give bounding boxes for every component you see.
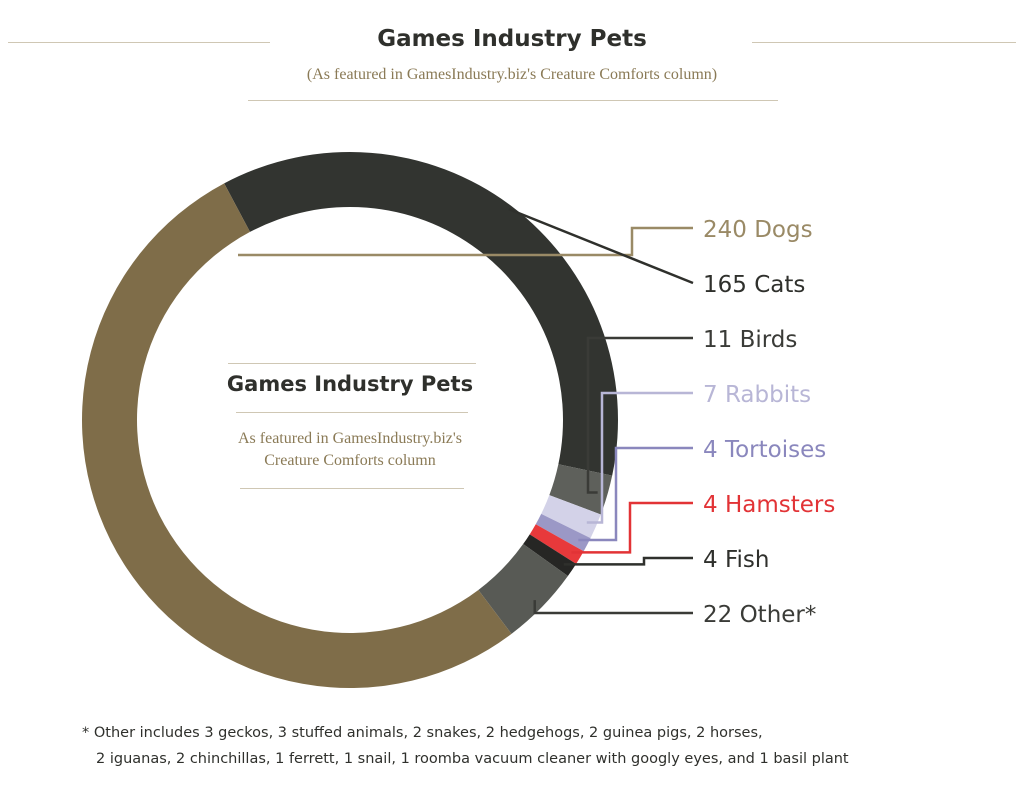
slice-other <box>478 544 568 634</box>
leader-line <box>586 391 693 524</box>
slice-birds <box>549 464 613 515</box>
legend-label: 4 Tortoises <box>703 437 826 463</box>
legend-label: 4 Fish <box>703 547 769 573</box>
center-title: Games Industry Pets <box>226 372 474 396</box>
leader-line <box>508 207 694 285</box>
leader-line <box>238 226 693 257</box>
legend-label: 11 Birds <box>703 327 797 353</box>
leader-line <box>533 600 693 615</box>
slice-rabbits <box>541 495 601 539</box>
leader-line <box>578 446 693 542</box>
center-subtitle: As featured in GamesIndustry.biz's Creat… <box>190 428 510 472</box>
slice-fish <box>523 534 577 577</box>
chart-title: Games Industry Pets <box>377 26 647 52</box>
footnote: * Other includes 3 geckos, 3 stuffed ani… <box>82 720 982 772</box>
slice-cats <box>224 152 618 476</box>
footnote-line2: 2 iguanas, 2 chinchillas, 1 ferrett, 1 s… <box>96 751 849 767</box>
footnote-line1: * Other includes 3 geckos, 3 stuffed ani… <box>82 725 763 741</box>
legend-label: 7 Rabbits <box>703 382 811 408</box>
slice-tortoises <box>535 513 591 552</box>
center-subtitle-line1: As featured in GamesIndustry.biz's <box>237 430 462 447</box>
legend-label: 165 Cats <box>703 272 805 298</box>
center-rule-mid <box>236 412 468 413</box>
center-subtitle-line2: Creature Comforts column <box>264 452 436 469</box>
legend-label: 240 Dogs <box>703 217 813 243</box>
legend-label: 4 Hamsters <box>703 492 835 518</box>
title-rule-right <box>752 42 1016 43</box>
leader-line <box>563 556 693 566</box>
subtitle-underline <box>248 100 778 101</box>
center-rule-bottom <box>240 488 464 489</box>
center-rule-top <box>228 363 476 364</box>
slice-hamsters <box>529 524 584 564</box>
slice-dogs <box>82 183 512 688</box>
legend-label: 22 Other* <box>703 602 816 628</box>
title-rule-left <box>8 42 270 43</box>
chart-subtitle: (As featured in GamesIndustry.biz's Crea… <box>306 66 718 83</box>
leader-line <box>571 501 693 554</box>
leader-line <box>586 336 693 494</box>
